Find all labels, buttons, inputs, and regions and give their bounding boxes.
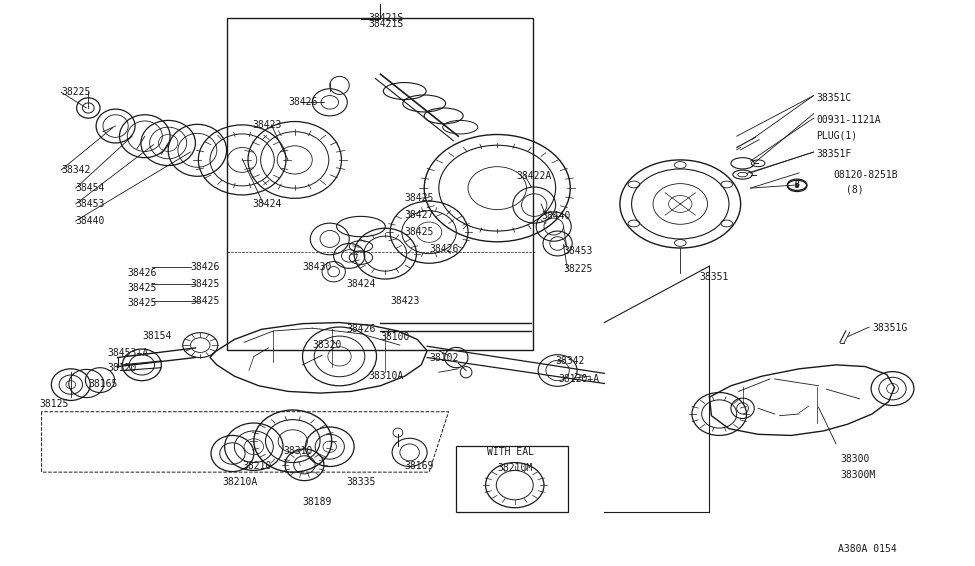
Text: 38426: 38426 bbox=[346, 324, 375, 335]
Text: 38421S: 38421S bbox=[369, 19, 404, 29]
Text: 38165: 38165 bbox=[89, 379, 118, 388]
Text: 08120-8251B: 08120-8251B bbox=[833, 170, 898, 179]
Text: 38100: 38100 bbox=[380, 332, 410, 342]
Text: 38189: 38189 bbox=[302, 496, 332, 507]
Text: 38426: 38426 bbox=[288, 97, 317, 108]
Text: 38425: 38425 bbox=[190, 279, 220, 289]
Text: 38125: 38125 bbox=[40, 400, 69, 409]
Text: 38320: 38320 bbox=[312, 340, 341, 350]
Text: 38440: 38440 bbox=[541, 211, 570, 221]
Text: 38351G: 38351G bbox=[872, 323, 908, 333]
Text: 38425: 38425 bbox=[128, 298, 157, 308]
Bar bbox=[456, 445, 568, 512]
Text: PLUG(1): PLUG(1) bbox=[817, 130, 858, 140]
Text: 38310: 38310 bbox=[283, 446, 312, 456]
Text: 38154: 38154 bbox=[142, 331, 172, 341]
Text: 38426: 38426 bbox=[429, 244, 458, 254]
Text: 38120: 38120 bbox=[108, 363, 137, 372]
Text: B: B bbox=[795, 183, 800, 189]
Text: WITH EAL: WITH EAL bbox=[487, 447, 533, 457]
Text: 38453+A: 38453+A bbox=[108, 348, 149, 358]
Text: 38424: 38424 bbox=[346, 279, 375, 289]
Text: 38425: 38425 bbox=[405, 227, 434, 237]
Text: 38210M: 38210M bbox=[497, 463, 532, 473]
Text: 38426: 38426 bbox=[190, 262, 220, 272]
Text: 38424: 38424 bbox=[252, 199, 281, 209]
Text: 38351F: 38351F bbox=[817, 149, 852, 159]
Text: 38426: 38426 bbox=[128, 268, 157, 278]
Text: 38453: 38453 bbox=[564, 246, 593, 256]
Text: 38440: 38440 bbox=[76, 216, 105, 226]
Text: 38351C: 38351C bbox=[817, 93, 852, 103]
Text: (8): (8) bbox=[845, 185, 864, 194]
Text: B: B bbox=[795, 180, 800, 189]
Text: 38310A: 38310A bbox=[369, 371, 404, 381]
Text: 38425: 38425 bbox=[190, 296, 220, 306]
Text: 00931-1121A: 00931-1121A bbox=[817, 115, 881, 126]
Text: 38342: 38342 bbox=[556, 356, 585, 366]
Text: 38430: 38430 bbox=[302, 262, 332, 272]
Text: 38335: 38335 bbox=[346, 477, 375, 487]
Text: 38225: 38225 bbox=[61, 87, 91, 97]
Text: 38342: 38342 bbox=[61, 165, 91, 175]
Text: 38169: 38169 bbox=[405, 461, 434, 471]
Text: 38423: 38423 bbox=[390, 296, 419, 306]
Text: 38454: 38454 bbox=[76, 183, 105, 193]
Text: 38351: 38351 bbox=[700, 272, 729, 282]
Text: 38422A: 38422A bbox=[517, 171, 552, 181]
Text: 38225: 38225 bbox=[564, 264, 593, 275]
Text: A380A 0154: A380A 0154 bbox=[838, 544, 896, 555]
Text: 38423: 38423 bbox=[252, 120, 281, 130]
Text: 38453: 38453 bbox=[76, 199, 105, 209]
Text: 38427: 38427 bbox=[405, 210, 434, 220]
Text: 38300: 38300 bbox=[839, 454, 870, 464]
Text: 38210A: 38210A bbox=[222, 477, 258, 487]
Text: 38120+A: 38120+A bbox=[559, 374, 600, 384]
Text: 38102: 38102 bbox=[429, 353, 458, 363]
Text: 38425: 38425 bbox=[128, 282, 157, 293]
Text: 38421S: 38421S bbox=[369, 12, 404, 23]
Text: 38210: 38210 bbox=[242, 461, 271, 471]
Bar bbox=[226, 18, 533, 350]
Text: 38425: 38425 bbox=[405, 194, 434, 203]
Text: 38300M: 38300M bbox=[839, 470, 876, 480]
